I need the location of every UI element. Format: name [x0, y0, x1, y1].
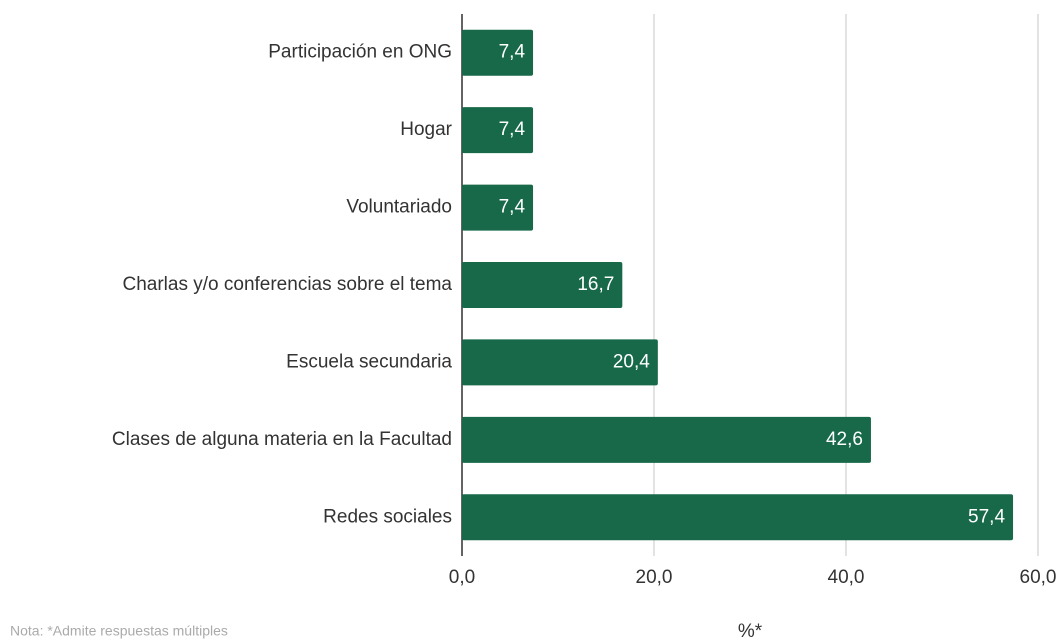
y-tick-label: Participación en ONG [268, 42, 452, 63]
y-tick-label: Voluntariado [346, 197, 452, 218]
y-tick-label: Hogar [400, 119, 452, 140]
value-label: 7,4 [499, 119, 526, 140]
value-label: 7,4 [499, 42, 526, 63]
note: Nota: *Admite respuestas múltiples [10, 623, 228, 639]
bar [462, 339, 658, 386]
x-tick-label: 40,0 [828, 567, 865, 588]
bar [462, 107, 534, 154]
y-tick-label: Redes sociales [323, 506, 452, 527]
y-tick-label: Escuela secundaria [286, 351, 452, 372]
value-label: 42,6 [826, 429, 863, 450]
value-label: 7,4 [499, 197, 526, 218]
bar [462, 262, 623, 308]
y-tick-label: Clases de alguna materia en la Facultad [112, 429, 452, 450]
x-tick-label: 20,0 [636, 567, 673, 588]
value-label: 16,7 [577, 274, 614, 295]
value-label: 20,4 [613, 351, 650, 372]
bar [462, 29, 534, 76]
x-tick-label: 60,0 [1020, 567, 1057, 588]
y-tick-label: Charlas y/o conferencias sobre el tema [123, 274, 453, 295]
x-axis-label: %* [738, 621, 763, 641]
bar [462, 494, 1014, 541]
value-label: 57,4 [968, 506, 1005, 527]
bar [462, 184, 534, 231]
bar [462, 416, 871, 463]
x-tick-label: 0,0 [449, 567, 475, 588]
